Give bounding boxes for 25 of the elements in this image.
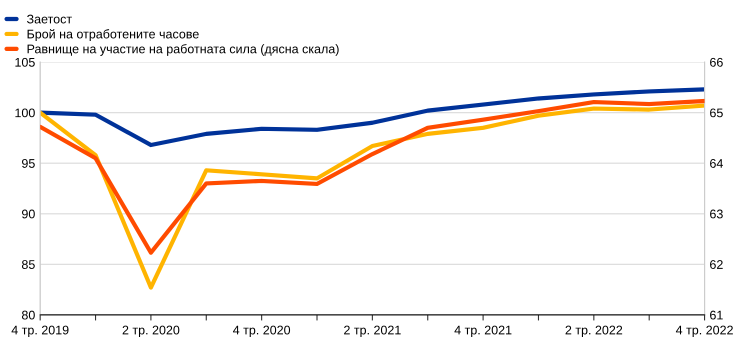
y2-tick-label: 61 [710, 310, 723, 320]
y-tick-label: 80 [22, 310, 35, 320]
x-tick-label: 4 тр. 2020 [233, 326, 290, 337]
x-tick-label: 4 тр. 2022 [676, 326, 733, 337]
y2-tick-label: 62 [710, 260, 723, 269]
y-tick-label: 90 [22, 210, 35, 218]
line-series [40, 103, 705, 290]
x-tick-label: 2 тр. 2021 [344, 326, 401, 337]
line-series [40, 98, 705, 255]
x-tick-label: 4 тр. 2021 [454, 326, 512, 337]
y2-tick-label: 63 [710, 210, 723, 218]
y-tick-label: 95 [22, 159, 35, 168]
legend-label: Равнище на участие на работната сила (дясна скала) [28, 44, 339, 56]
y2-tick-label: 65 [710, 108, 723, 118]
y2-tick-label: 64 [710, 159, 723, 168]
x-tick-label: 2 тр. 2022 [566, 326, 622, 337]
y-tick-label: 105 [15, 58, 35, 67]
legend-label: Заетост [26, 14, 72, 24]
line-series [40, 87, 705, 148]
y2-tick-label: 66 [710, 58, 723, 67]
x-tick-label: 4 тр. 2019 [12, 326, 69, 337]
legend-label: Брой на отработените часове [28, 29, 199, 41]
x-tick-label: 2 тр. 2020 [122, 326, 180, 337]
y-tick-label: 85 [22, 260, 35, 269]
y-tick-label: 100 [15, 108, 35, 118]
